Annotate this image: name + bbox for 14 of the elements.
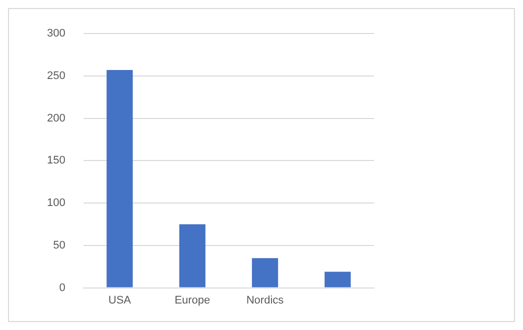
x-tick-label: Nordics (246, 294, 284, 306)
x-tick-label: USA (108, 294, 132, 306)
y-tick-label: 50 (53, 239, 66, 252)
bar (106, 70, 133, 288)
bar (324, 272, 351, 288)
y-tick-label: 250 (46, 70, 66, 82)
y-tick-label: 100 (46, 197, 66, 210)
bar (179, 224, 206, 288)
y-tick-label: 150 (46, 154, 66, 167)
y-tick-label: 300 (46, 28, 66, 40)
bar (252, 258, 278, 288)
x-tick-label: Europe (174, 294, 210, 306)
y-tick-label: 0 (59, 282, 66, 294)
y-tick-label: 200 (46, 112, 66, 124)
